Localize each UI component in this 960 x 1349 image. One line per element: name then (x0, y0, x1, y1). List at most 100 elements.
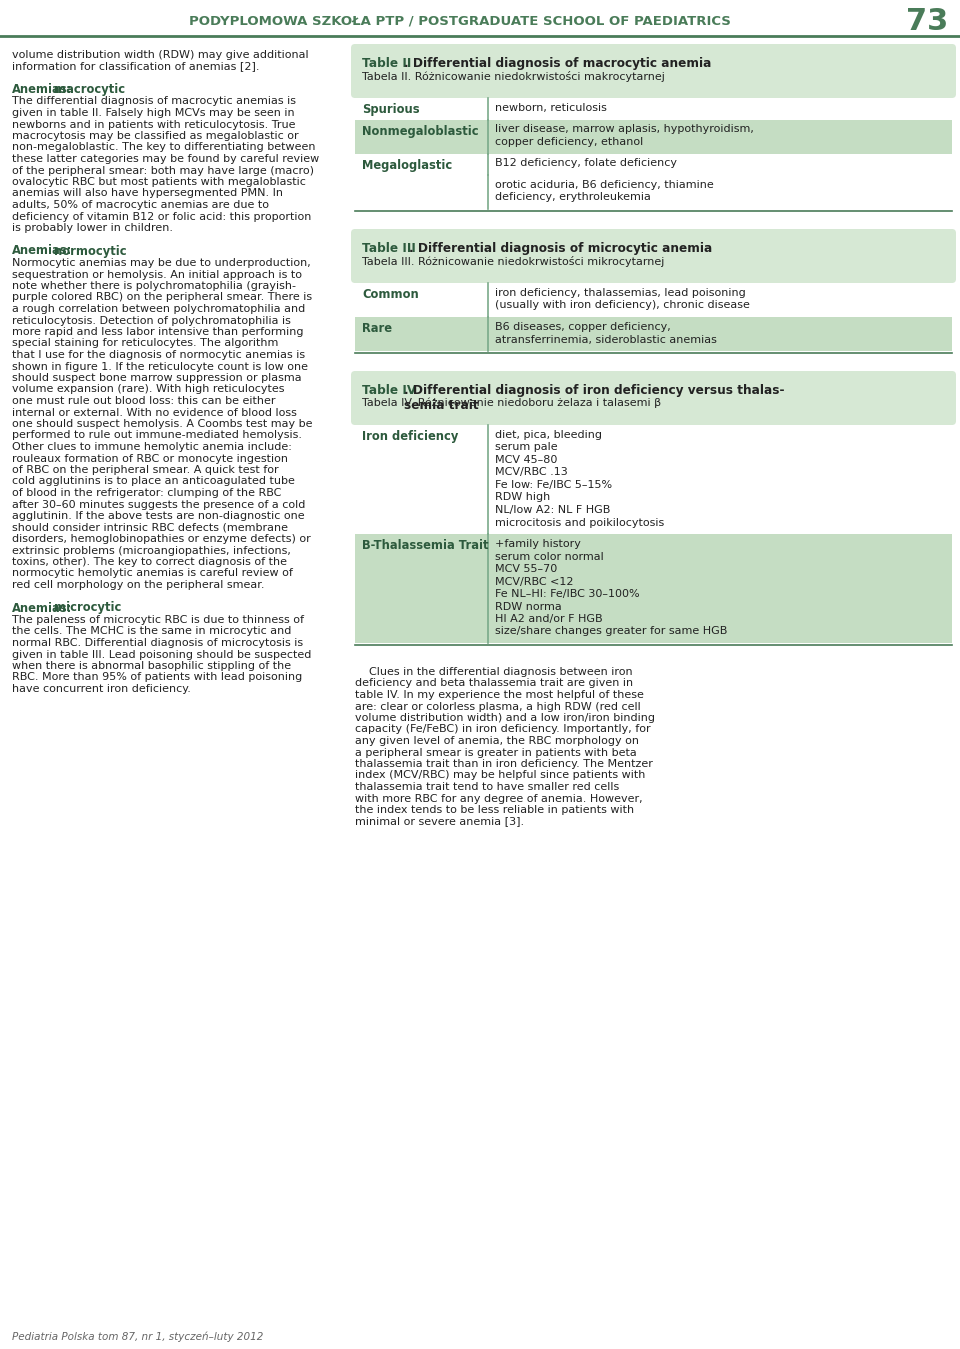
Text: normocytic hemolytic anemias is careful review of: normocytic hemolytic anemias is careful … (12, 568, 293, 579)
Text: PODYPLOMOWA SZKOŁA PTP / POSTGRADUATE SCHOOL OF PAEDIATRICS: PODYPLOMOWA SZKOŁA PTP / POSTGRADUATE SC… (189, 15, 731, 27)
Text: macrocytic: macrocytic (50, 84, 126, 96)
Text: non-megaloblastic. The key to differentiating between: non-megaloblastic. The key to differenti… (12, 143, 316, 152)
Text: Tabela II. Różnicowanie niedokrwistości makrocytarnej: Tabela II. Różnicowanie niedokrwistości … (362, 71, 665, 82)
Text: more rapid and less labor intensive than performing: more rapid and less labor intensive than… (12, 326, 303, 337)
FancyBboxPatch shape (355, 534, 952, 643)
Text: Anemias:: Anemias: (12, 244, 72, 258)
Text: NL/low A2: NL F HGB: NL/low A2: NL F HGB (495, 505, 611, 515)
Text: B12 deficiency, folate deficiency: B12 deficiency, folate deficiency (495, 158, 677, 169)
Text: Anemias:: Anemias: (12, 602, 72, 615)
Text: B6 diseases, copper deficiency,: B6 diseases, copper deficiency, (495, 322, 671, 332)
Text: information for classification of anemias [2].: information for classification of anemia… (12, 62, 259, 71)
Text: extrinsic problems (microangiopathies, infections,: extrinsic problems (microangiopathies, i… (12, 545, 291, 556)
FancyBboxPatch shape (351, 45, 956, 98)
Text: cold agglutinins is to place an anticoagulated tube: cold agglutinins is to place an anticoag… (12, 476, 295, 487)
Text: Table II: Table II (362, 57, 412, 70)
Text: shown in figure 1. If the reticulocyte count is low one: shown in figure 1. If the reticulocyte c… (12, 362, 308, 371)
Text: of RBC on the peripheral smear. A quick test for: of RBC on the peripheral smear. A quick … (12, 465, 278, 475)
Text: performed to rule out immune-mediated hemolysis.: performed to rule out immune-mediated he… (12, 430, 302, 441)
FancyBboxPatch shape (355, 317, 952, 351)
Text: serum pale: serum pale (495, 442, 558, 452)
Text: the index tends to be less reliable in patients with: the index tends to be less reliable in p… (355, 805, 635, 815)
Text: toxins, other). The key to correct diagnosis of the: toxins, other). The key to correct diagn… (12, 557, 287, 567)
Text: Anemias:: Anemias: (12, 84, 72, 96)
Text: macrocytosis may be classified as megaloblastic or: macrocytosis may be classified as megalo… (12, 131, 299, 142)
Text: newborns and in patients with reticulocytosis. True: newborns and in patients with reticulocy… (12, 120, 296, 130)
Text: Fe NL–HI: Fe/IBC 30–100%: Fe NL–HI: Fe/IBC 30–100% (495, 590, 639, 599)
Text: a rough correlation between polychromatophilia and: a rough correlation between polychromato… (12, 304, 305, 314)
Text: when there is abnormal basophilic stippling of the: when there is abnormal basophilic stippl… (12, 661, 291, 670)
Text: Spurious: Spurious (362, 103, 420, 116)
Text: Nonmegaloblastic: Nonmegaloblastic (362, 124, 479, 138)
Text: one should suspect hemolysis. A Coombs test may be: one should suspect hemolysis. A Coombs t… (12, 420, 313, 429)
Text: index (MCV/RBC) may be helpful since patients with: index (MCV/RBC) may be helpful since pat… (355, 770, 645, 781)
Text: is probably lower in children.: is probably lower in children. (12, 223, 173, 233)
Text: with more RBC for any degree of anemia. However,: with more RBC for any degree of anemia. … (355, 793, 642, 804)
Text: normal RBC. Differential diagnosis of microcytosis is: normal RBC. Differential diagnosis of mi… (12, 638, 303, 648)
Text: (usually with iron deficiency), chronic disease: (usually with iron deficiency), chronic … (495, 301, 750, 310)
Text: capacity (Fe/FeBC) in iron deficiency. Importantly, for: capacity (Fe/FeBC) in iron deficiency. I… (355, 724, 651, 734)
Text: table IV. In my experience the most helpful of these: table IV. In my experience the most help… (355, 689, 644, 700)
Text: . Differential diagnosis of macrocytic anemia: . Differential diagnosis of macrocytic a… (404, 57, 711, 70)
Text: volume distribution width (RDW) may give additional: volume distribution width (RDW) may give… (12, 50, 308, 59)
Text: purple colored RBC) on the peripheral smear. There is: purple colored RBC) on the peripheral sm… (12, 293, 312, 302)
Text: . Differential diagnosis of iron deficiency versus thalas-
semia trait: . Differential diagnosis of iron deficie… (404, 384, 784, 411)
Text: given in table II. Falsely high MCVs may be seen in: given in table II. Falsely high MCVs may… (12, 108, 295, 117)
Text: Iron deficiency: Iron deficiency (362, 430, 458, 442)
Text: note whether there is polychromatophilia (grayish-: note whether there is polychromatophilia… (12, 281, 296, 291)
Text: serum color normal: serum color normal (495, 552, 604, 561)
Text: deficiency and beta thalassemia trait are given in: deficiency and beta thalassemia trait ar… (355, 679, 634, 688)
Text: MCV 45–80: MCV 45–80 (495, 455, 558, 465)
Text: should consider intrinsic RBC defects (membrane: should consider intrinsic RBC defects (m… (12, 522, 288, 533)
Text: red cell morphology on the peripheral smear.: red cell morphology on the peripheral sm… (12, 580, 265, 590)
Text: sequestration or hemolysis. An initial approach is to: sequestration or hemolysis. An initial a… (12, 270, 302, 279)
Text: adults, 50% of macrocytic anemias are due to: adults, 50% of macrocytic anemias are du… (12, 200, 269, 210)
Text: Clues in the differential diagnosis between iron: Clues in the differential diagnosis betw… (355, 666, 633, 677)
Text: microcitosis and poikilocytosis: microcitosis and poikilocytosis (495, 518, 664, 527)
Text: MCV/RBC .13: MCV/RBC .13 (495, 468, 567, 478)
Text: The differential diagnosis of macrocytic anemias is: The differential diagnosis of macrocytic… (12, 97, 296, 107)
Text: of the peripheral smear: both may have large (macro): of the peripheral smear: both may have l… (12, 166, 314, 175)
Text: 73: 73 (905, 7, 948, 35)
Text: normocytic: normocytic (50, 244, 127, 258)
Text: MCV 55–70: MCV 55–70 (495, 564, 557, 575)
Text: the cells. The MCHC is the same in microcytic and: the cells. The MCHC is the same in micro… (12, 626, 292, 637)
Text: . Differential diagnosis of microcytic anemia: . Differential diagnosis of microcytic a… (409, 241, 712, 255)
Text: Tabela III. Różnicowanie niedokrwistości mikrocytarnej: Tabela III. Różnicowanie niedokrwistości… (362, 256, 664, 267)
Text: a peripheral smear is greater in patients with beta: a peripheral smear is greater in patient… (355, 747, 636, 758)
Text: newborn, reticulosis: newborn, reticulosis (495, 103, 607, 113)
Text: anemias will also have hypersegmented PMN. In: anemias will also have hypersegmented PM… (12, 189, 283, 198)
Text: ovalocytic RBC but most patients with megaloblastic: ovalocytic RBC but most patients with me… (12, 177, 306, 188)
Text: liver disease, marrow aplasis, hypothyroidism,: liver disease, marrow aplasis, hypothyro… (495, 124, 754, 135)
Text: one must rule out blood loss: this can be either: one must rule out blood loss: this can b… (12, 397, 276, 406)
FancyBboxPatch shape (355, 120, 952, 154)
FancyBboxPatch shape (355, 175, 952, 209)
Text: Pediatria Polska tom 87, nr 1, styczeń–luty 2012: Pediatria Polska tom 87, nr 1, styczeń–l… (12, 1331, 263, 1342)
Text: atransferrinemia, sideroblastic anemias: atransferrinemia, sideroblastic anemias (495, 335, 717, 344)
Text: after 30–60 minutes suggests the presence of a cold: after 30–60 minutes suggests the presenc… (12, 499, 305, 510)
Text: volume expansion (rare). With high reticulocytes: volume expansion (rare). With high retic… (12, 384, 284, 394)
FancyBboxPatch shape (351, 229, 956, 283)
Text: are: clear or colorless plasma, a high RDW (red cell: are: clear or colorless plasma, a high R… (355, 701, 640, 711)
Text: thalassemia trait than in iron deficiency. The Mentzer: thalassemia trait than in iron deficienc… (355, 759, 653, 769)
Text: Fe low: Fe/IBC 5–15%: Fe low: Fe/IBC 5–15% (495, 480, 612, 490)
Text: thalassemia trait tend to have smaller red cells: thalassemia trait tend to have smaller r… (355, 782, 619, 792)
Text: HI A2 and/or F HGB: HI A2 and/or F HGB (495, 614, 603, 625)
FancyBboxPatch shape (351, 371, 956, 425)
Text: should suspect bone marrow suppression or plasma: should suspect bone marrow suppression o… (12, 374, 301, 383)
Text: Other clues to immune hemolytic anemia include:: Other clues to immune hemolytic anemia i… (12, 442, 292, 452)
Text: reticulocytosis. Detection of polychromatophilia is: reticulocytosis. Detection of polychroma… (12, 316, 291, 325)
FancyBboxPatch shape (355, 283, 952, 317)
Text: any given level of anemia, the RBC morphology on: any given level of anemia, the RBC morph… (355, 737, 639, 746)
FancyBboxPatch shape (355, 154, 952, 175)
Text: have concurrent iron deficiency.: have concurrent iron deficiency. (12, 684, 191, 693)
Text: special staining for reticulocytes. The algorithm: special staining for reticulocytes. The … (12, 339, 278, 348)
Text: RBC. More than 95% of patients with lead poisoning: RBC. More than 95% of patients with lead… (12, 673, 302, 683)
FancyBboxPatch shape (355, 98, 952, 120)
Text: volume distribution width) and a low iron/iron binding: volume distribution width) and a low iro… (355, 714, 655, 723)
Text: that I use for the diagnosis of normocytic anemias is: that I use for the diagnosis of normocyt… (12, 349, 305, 360)
Text: disorders, hemoglobinopathies or enzyme defects) or: disorders, hemoglobinopathies or enzyme … (12, 534, 311, 544)
Text: RDW high: RDW high (495, 492, 550, 502)
Text: internal or external. With no evidence of blood loss: internal or external. With no evidence o… (12, 407, 297, 417)
Text: The paleness of microcytic RBC is due to thinness of: The paleness of microcytic RBC is due to… (12, 615, 304, 625)
